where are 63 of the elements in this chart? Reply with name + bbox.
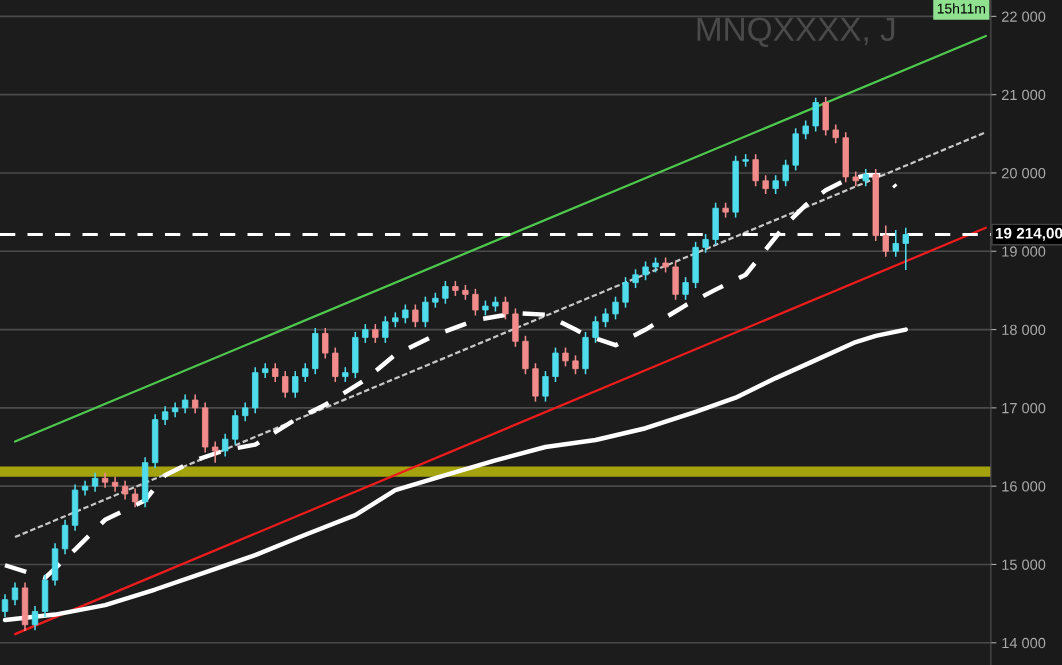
candlestick [642, 260, 649, 281]
candlestick [812, 97, 819, 133]
candlestick [892, 229, 899, 258]
candlestick [1, 593, 9, 618]
candlestick [502, 295, 509, 321]
y-tick-label: 21 000 [1002, 89, 1046, 101]
candlestick [242, 401, 249, 422]
candlestick [442, 280, 449, 305]
candlestick [472, 288, 479, 317]
candlestick [272, 362, 279, 383]
y-tick-label: 20 000 [1002, 168, 1046, 179]
candlestick [422, 295, 429, 328]
candlestick [752, 153, 759, 188]
candlestick [362, 323, 369, 344]
candlestick [702, 233, 709, 254]
candlestick [402, 303, 409, 325]
candlestick [191, 393, 199, 415]
y-tick-label: 19 000 [1002, 246, 1046, 257]
candlestick [372, 323, 379, 344]
line-series [2, 327, 908, 623]
candlestick [282, 370, 289, 399]
candlestick [882, 224, 889, 258]
candlestick [562, 346, 569, 368]
candlestick [572, 354, 579, 375]
annotation: 15h11m [937, 3, 985, 14]
candlestick [542, 370, 549, 403]
candlestick [782, 158, 789, 188]
candlestick [832, 123, 839, 144]
y-tick-label: 14 000 [1002, 637, 1046, 649]
candlestick [902, 227, 909, 271]
y-tick-label: 22 000 [1002, 11, 1046, 22]
candlestick [232, 409, 239, 446]
candlestick [61, 519, 69, 556]
candlestick [622, 276, 629, 309]
candlestick [212, 440, 219, 464]
candlestick [302, 362, 309, 383]
candlestick [592, 315, 599, 344]
candlestick [762, 174, 769, 195]
candlestick [31, 605, 39, 631]
y-tick-label: 15 000 [1002, 559, 1046, 570]
ref-line-label: 19 214,00 [995, 227, 1062, 241]
candlestick [181, 393, 189, 415]
candlestick [632, 268, 639, 289]
candlestick [161, 405, 169, 426]
candlestick [222, 432, 229, 458]
candlestick [121, 479, 129, 501]
candlestick [552, 346, 559, 383]
candlestick [11, 581, 19, 606]
candlestick [91, 472, 99, 493]
candlestick [382, 315, 389, 344]
candlestick [131, 487, 139, 509]
candlestick [612, 295, 619, 321]
candlestick [602, 307, 609, 328]
candlestick [292, 370, 299, 399]
candlestick [332, 346, 339, 383]
y-tick-label: 18 000 [1002, 324, 1046, 335]
candlestick [772, 174, 779, 195]
y-tick-label: 16 000 [1002, 481, 1046, 492]
candlestick [802, 119, 809, 141]
candlestick [682, 276, 689, 301]
candlestick [412, 303, 419, 328]
y-tick-label: 17 000 [1002, 402, 1046, 414]
candlestick [322, 327, 329, 360]
